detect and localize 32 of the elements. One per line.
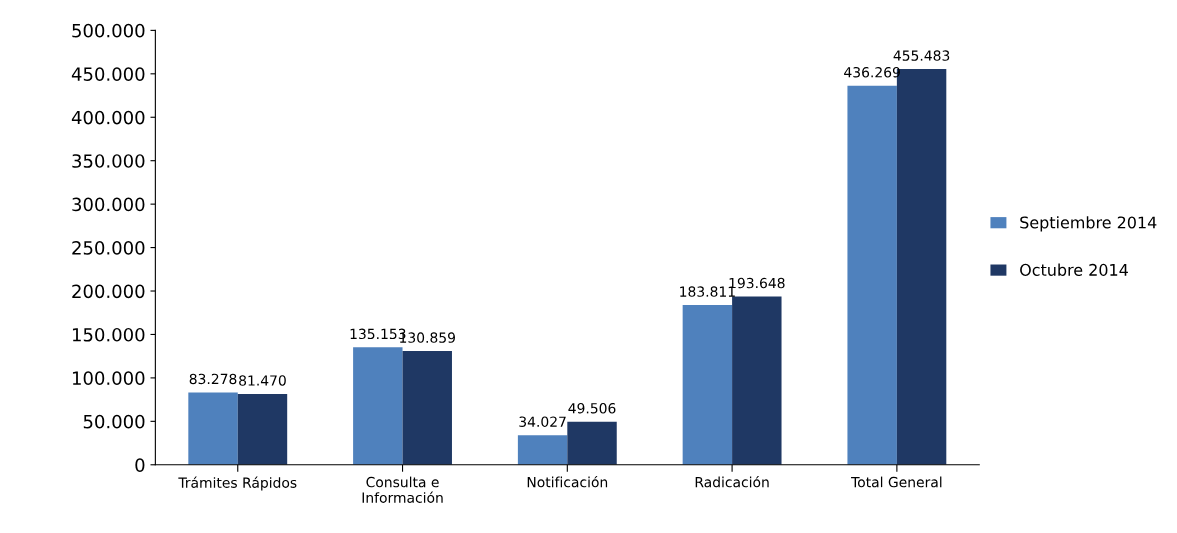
y-tick-label: 150.000 bbox=[72, 327, 145, 342]
y-tick-label: 500.000 bbox=[72, 23, 145, 38]
bar bbox=[682, 305, 733, 465]
bar bbox=[517, 435, 568, 465]
bar bbox=[237, 394, 288, 465]
y-tick-label: 50.000 bbox=[83, 414, 145, 429]
x-tick-label: Radicación bbox=[695, 476, 769, 488]
x-tick-label: Consulta e Información bbox=[362, 476, 443, 503]
x-tick-label: Total General bbox=[851, 476, 942, 488]
bar bbox=[847, 85, 897, 465]
legend-label: Septiembre 2014 bbox=[1020, 216, 1157, 232]
y-tick-label: 400.000 bbox=[71, 110, 145, 125]
y-tick-label: 100.000 bbox=[72, 371, 145, 386]
data-label: 83.278 bbox=[189, 373, 237, 385]
data-label: 81.470 bbox=[239, 375, 286, 386]
x-tick-label: Trámites Rápidos bbox=[178, 476, 297, 491]
bar bbox=[402, 351, 452, 465]
y-tick-label: 250.000 bbox=[72, 241, 145, 255]
bar bbox=[567, 421, 617, 465]
x-tick-label: Notificación bbox=[527, 476, 608, 488]
data-label: 455.483 bbox=[893, 50, 950, 61]
bar bbox=[353, 347, 403, 465]
y-tick-label: 300.000 bbox=[72, 197, 145, 212]
data-label: 49.506 bbox=[568, 403, 616, 414]
y-tick-label: 350.000 bbox=[72, 154, 145, 168]
y-tick-label: 0 bbox=[135, 458, 145, 472]
y-tick-label: 450.000 bbox=[71, 67, 145, 81]
bar bbox=[732, 296, 782, 465]
y-tick-label: 200.000 bbox=[72, 284, 145, 299]
legend-label: Octubre 2014 bbox=[1020, 263, 1128, 276]
data-label: 34.027 bbox=[519, 416, 566, 427]
bar bbox=[188, 392, 238, 465]
